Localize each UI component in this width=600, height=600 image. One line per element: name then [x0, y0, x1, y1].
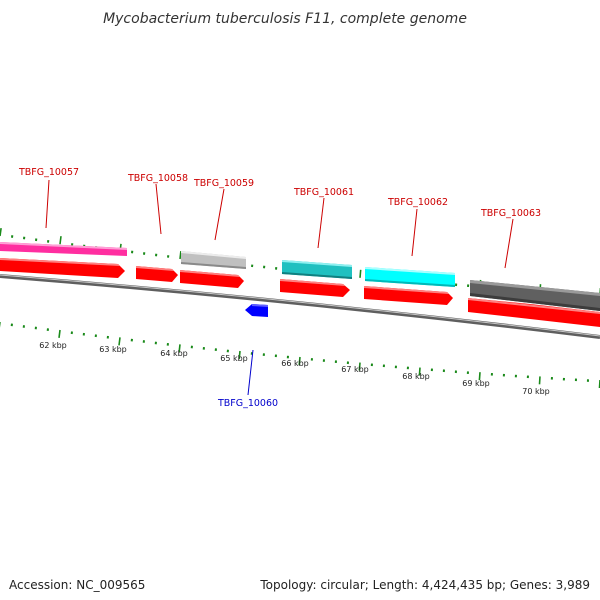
- inner-tick-ring: [0, 322, 600, 389]
- major-tick: [238, 350, 241, 359]
- label-leaders: [45, 179, 514, 269]
- scale-label: 67 kbp: [341, 365, 369, 374]
- major-tick: [359, 269, 362, 278]
- scale-label: 70 kbp: [522, 387, 550, 396]
- feature-bar-tbfg-10059[interactable]: [181, 251, 246, 269]
- feature-bar-tbfg-10063[interactable]: [470, 280, 600, 311]
- major-tick: [358, 362, 361, 371]
- cds-arrow-tbfg-10058[interactable]: [136, 266, 178, 282]
- cds-arrow-tbfg-10057[interactable]: [0, 258, 125, 278]
- gene-label-tbfg-10060[interactable]: TBFG_10060: [217, 398, 278, 409]
- cds-arrow-tbfg-10059[interactable]: [180, 270, 244, 288]
- major-tick: [0, 227, 2, 237]
- major-tick: [59, 236, 62, 245]
- gene-label-tbfg-10059[interactable]: TBFG_10059: [193, 178, 254, 189]
- label-leader-tbfg-10060: [247, 349, 254, 396]
- cds-arrow-tbfg-10061[interactable]: [280, 279, 350, 297]
- gene-label-tbfg-10061[interactable]: TBFG_10061: [293, 187, 354, 198]
- cds-arrow-tbfg-10060[interactable]: [245, 304, 268, 317]
- major-tick: [298, 356, 301, 366]
- map-title: Mycobacterium tuberculosis F11, complete…: [103, 11, 467, 27]
- cds-arrow-tbfg-10062[interactable]: [364, 286, 453, 305]
- gene-label-tbfg-10058[interactable]: TBFG_10058: [127, 173, 188, 184]
- major-tick: [178, 344, 181, 353]
- major-tick: [538, 376, 541, 385]
- scale-label: 64 kbp: [160, 349, 188, 358]
- feature-bar-tbfg-10061[interactable]: [282, 260, 352, 279]
- scale-label: 69 kbp: [462, 379, 490, 388]
- gene-label-tbfg-10057[interactable]: TBFG_10057: [18, 167, 79, 178]
- scale-label: 63 kbp: [99, 345, 127, 354]
- scale-label: 68 kbp: [402, 372, 430, 381]
- cds-arrow-tbfg-10063[interactable]: [468, 298, 600, 327]
- major-tick: [418, 367, 421, 376]
- scale-label: 66 kbp: [281, 359, 309, 368]
- major-tick: [179, 251, 182, 260]
- scale-label: 65 kbp: [220, 354, 248, 363]
- genome-backbone: [0, 274, 600, 339]
- topology-text: Topology: circular; Length: 4,424,435 bp…: [260, 578, 590, 592]
- scale-label: 62 kbp: [39, 341, 67, 350]
- gene-label-tbfg-10063[interactable]: TBFG_10063: [480, 208, 541, 219]
- feature-bar-tbfg-10062[interactable]: [365, 267, 455, 287]
- gene-label-tbfg-10062[interactable]: TBFG_10062: [387, 197, 448, 208]
- major-tick: [478, 372, 481, 381]
- major-tick: [58, 329, 61, 339]
- accession-text: Accession: NC_009565: [9, 578, 146, 592]
- feature-bar-tbfg-10057[interactable]: [0, 242, 127, 256]
- major-tick: [118, 337, 121, 346]
